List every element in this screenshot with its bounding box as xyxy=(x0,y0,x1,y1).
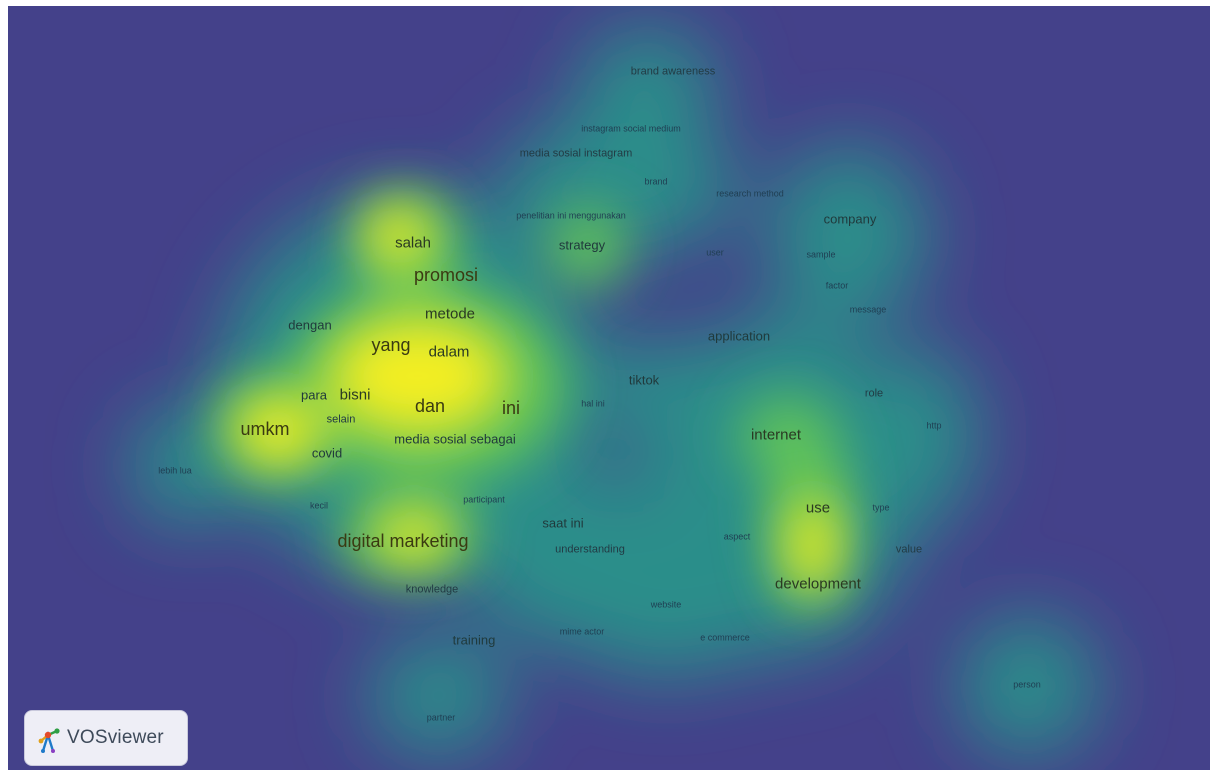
term-covid[interactable]: covid xyxy=(311,445,343,461)
term-message[interactable]: message xyxy=(849,304,887,315)
term-tiktok[interactable]: tiktok xyxy=(628,372,660,388)
term-type[interactable]: type xyxy=(872,502,890,513)
vosviewer-logo-text: VOSviewer xyxy=(67,727,164,748)
term-yang[interactable]: yang xyxy=(371,335,411,355)
term-saat-ini[interactable]: saat ini xyxy=(542,515,584,531)
term-metode[interactable]: metode xyxy=(424,305,476,323)
term-internet[interactable]: internet xyxy=(750,426,802,444)
term-instagram-social-medium[interactable]: instagram social medium xyxy=(581,123,681,134)
term-umkm[interactable]: umkm xyxy=(240,419,290,439)
term-development[interactable]: development xyxy=(775,575,861,593)
term-promosi[interactable]: promosi xyxy=(413,265,479,285)
density-map[interactable]: brand awareness instagram social medium … xyxy=(8,6,1210,770)
term-dan[interactable]: dan xyxy=(414,396,446,416)
term-person[interactable]: person xyxy=(1013,679,1041,690)
term-strategy[interactable]: strategy xyxy=(558,237,606,253)
term-selain[interactable]: selain xyxy=(326,413,356,426)
density-heatmap xyxy=(128,26,1098,756)
term-user[interactable]: user xyxy=(706,247,724,258)
term-understanding[interactable]: understanding xyxy=(555,543,625,556)
term-brand-awareness[interactable]: brand awareness xyxy=(630,65,716,78)
term-use[interactable]: use xyxy=(805,499,831,517)
term-media-sosial-sebagai[interactable]: media sosial sebagai xyxy=(394,431,516,447)
term-value[interactable]: value xyxy=(895,543,923,556)
term-http[interactable]: http xyxy=(926,420,942,431)
term-training[interactable]: training xyxy=(452,632,496,648)
vosviewer-logo: VOSviewer xyxy=(24,710,188,766)
term-aspect[interactable]: aspect xyxy=(723,531,751,542)
term-partner[interactable]: partner xyxy=(426,712,456,723)
term-dalam[interactable]: dalam xyxy=(428,343,470,361)
term-factor[interactable]: factor xyxy=(825,280,849,291)
term-company[interactable]: company xyxy=(823,211,877,227)
term-knowledge[interactable]: knowledge xyxy=(405,583,459,596)
term-bisni[interactable]: bisni xyxy=(339,386,371,404)
term-sample[interactable]: sample xyxy=(806,249,836,260)
term-brand[interactable]: brand xyxy=(644,176,668,187)
term-website[interactable]: website xyxy=(650,599,682,610)
term-salah[interactable]: salah xyxy=(395,234,431,252)
term-participant[interactable]: participant xyxy=(463,494,505,505)
term-digital-marketing[interactable]: digital marketing xyxy=(337,531,469,551)
term-media-sosial-instagram[interactable]: media sosial instagram xyxy=(519,147,633,160)
term-hal-ini[interactable]: hal ini xyxy=(581,398,605,409)
term-kecil[interactable]: kecil xyxy=(309,500,329,511)
vosviewer-logo-icon xyxy=(38,728,60,753)
term-research-method[interactable]: research method xyxy=(716,188,784,199)
term-para[interactable]: para xyxy=(300,387,328,403)
term-role[interactable]: role xyxy=(864,387,884,400)
term-penelitian-ini-menggunakan[interactable]: penelitian ini menggunakan xyxy=(516,210,626,221)
term-ini[interactable]: ini xyxy=(501,398,521,418)
term-application[interactable]: application xyxy=(707,328,771,344)
term-mime-actor[interactable]: mime actor xyxy=(559,626,605,637)
term-dengan[interactable]: dengan xyxy=(288,317,332,333)
term-e-commerce[interactable]: e commerce xyxy=(700,632,750,643)
term-lebih-lua[interactable]: lebih lua xyxy=(158,465,192,476)
